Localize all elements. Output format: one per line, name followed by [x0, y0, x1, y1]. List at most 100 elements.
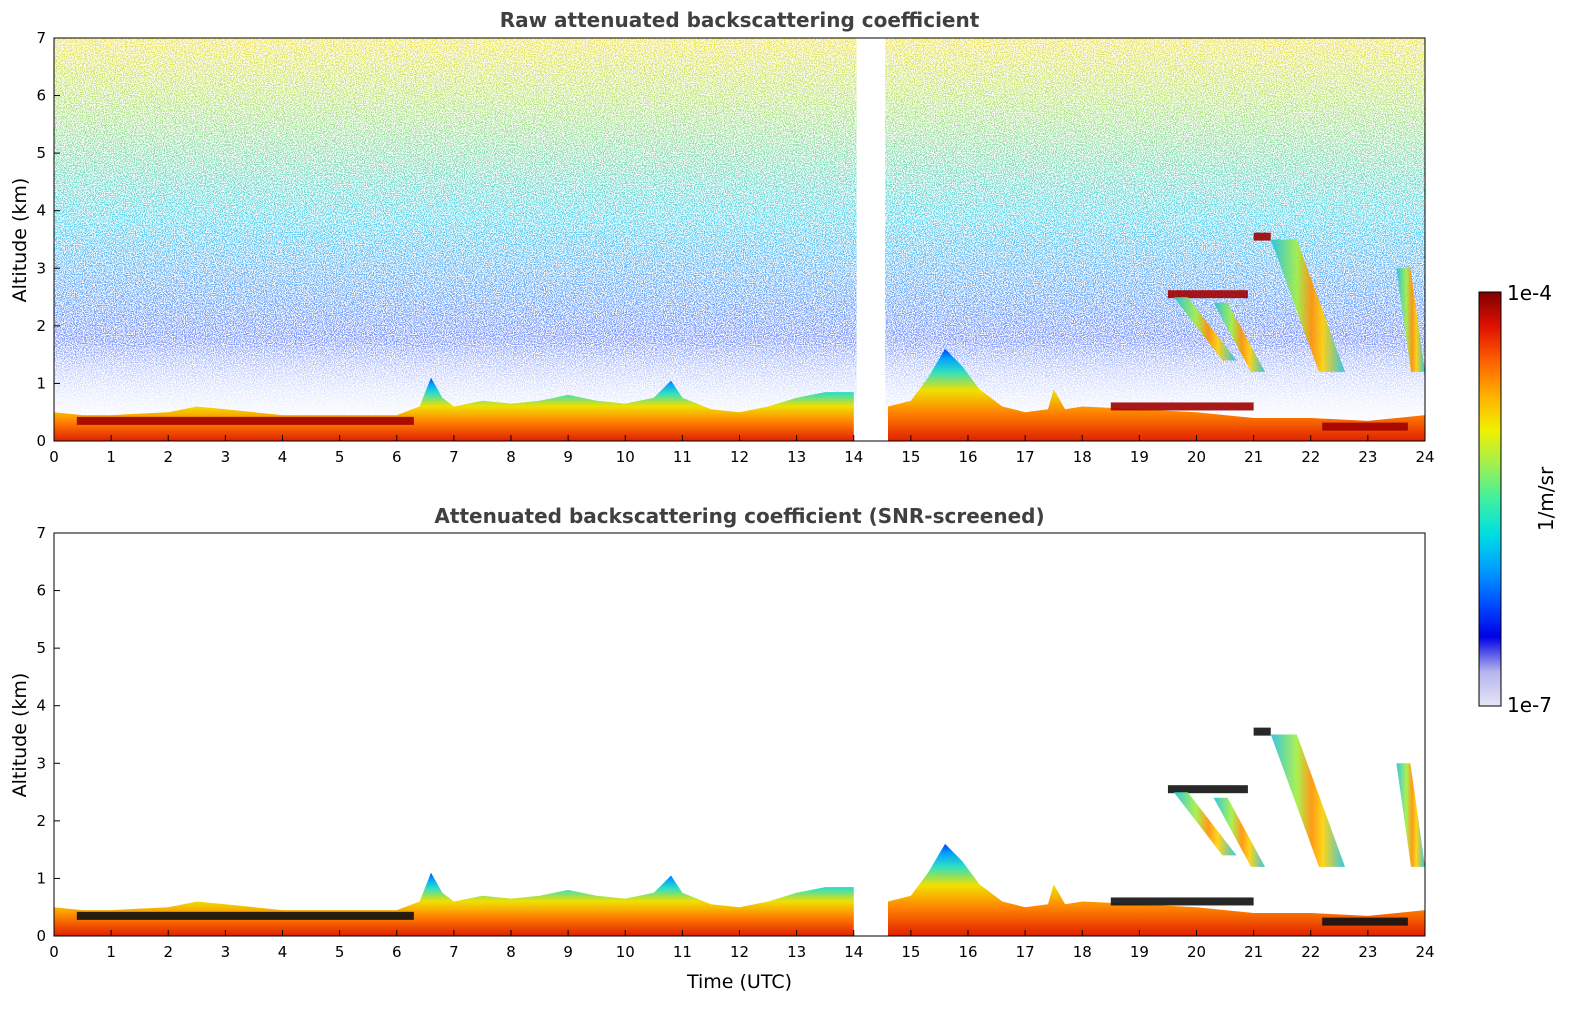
colorbar-max-label: 1e-4 — [1507, 281, 1552, 305]
panel-screened-plot-area — [54, 533, 1425, 936]
x-tick-label: 7 — [449, 943, 459, 961]
x-tick-label: 6 — [392, 448, 402, 466]
panel-screened-y-ticks: 0 1 2 3 4 5 6 7 — [36, 524, 60, 945]
data-gap — [856, 533, 886, 936]
x-tick-label: 9 — [563, 448, 573, 466]
x-tick-label: 19 — [1130, 943, 1149, 961]
cloud-layer-5 — [1322, 422, 1408, 431]
x-tick-label: 20 — [1187, 943, 1206, 961]
x-tick-label: 22 — [1301, 448, 1320, 466]
panel-screened: Attenuated backscattering coefficient (S… — [9, 504, 1435, 993]
colorbar-unit-label: 1/m/sr — [1534, 466, 1558, 531]
data-gap — [856, 38, 886, 441]
x-tick-label: 6 — [392, 943, 402, 961]
panel-raw-y-label: Altitude (km) — [9, 178, 31, 303]
y-tick-label: 0 — [36, 432, 46, 450]
y-tick-label: 3 — [36, 259, 46, 277]
cloud-layer-2 — [1167, 785, 1248, 794]
x-tick-label: 17 — [1016, 943, 1035, 961]
cloud-layer-5 — [1322, 917, 1408, 926]
colorbar-scale — [1478, 291, 1502, 707]
cloud-layer-1 — [76, 911, 414, 920]
panel-screened-title: Attenuated backscattering coefficient (S… — [434, 504, 1044, 528]
panel-raw-title: Raw attenuated backscattering coefficien… — [500, 8, 980, 32]
colorbar-min-label: 1e-7 — [1507, 693, 1552, 717]
noise-field — [54, 38, 1425, 441]
x-tick-label: 18 — [1073, 448, 1092, 466]
panel-screened-y-label: Altitude (km) — [9, 673, 31, 798]
y-tick-label: 0 — [36, 927, 46, 945]
x-tick-label: 24 — [1415, 943, 1434, 961]
x-tick-label: 16 — [958, 943, 977, 961]
x-tick-label: 17 — [1016, 448, 1035, 466]
cloud-layer-1 — [76, 416, 414, 425]
x-tick-label: 11 — [673, 448, 692, 466]
x-tick-label: 21 — [1244, 448, 1263, 466]
fallstreak-3 — [1173, 792, 1237, 856]
boundary-layer-2 — [888, 348, 1425, 441]
x-tick-label: 14 — [844, 943, 863, 961]
x-tick-label: 0 — [49, 448, 59, 466]
x-tick-label: 4 — [278, 448, 288, 466]
y-tick-label: 2 — [36, 317, 46, 335]
x-tick-label: 20 — [1187, 448, 1206, 466]
fallstreak-4 — [1213, 797, 1265, 867]
y-tick-label: 3 — [36, 754, 46, 772]
x-tick-label: 12 — [730, 943, 749, 961]
x-tick-label: 21 — [1244, 943, 1263, 961]
x-tick-label: 2 — [163, 943, 173, 961]
boundary-layer-1 — [54, 872, 854, 936]
y-tick-label: 4 — [36, 202, 46, 220]
y-tick-label: 4 — [36, 697, 46, 715]
x-tick-label: 23 — [1358, 448, 1377, 466]
colorbar: 1e-4 1e-7 1/m/sr — [1478, 281, 1558, 717]
y-tick-label: 2 — [36, 812, 46, 830]
x-tick-label: 4 — [278, 943, 288, 961]
panel-raw-x-ticks: 0 1 2 3 4 5 6 7 8 9 10 11 12 13 14 15 16 17 18 19 20 21 22 23 24 — [49, 435, 1435, 466]
x-tick-label: 3 — [221, 448, 231, 466]
y-tick-label: 7 — [36, 524, 46, 542]
panel-screened-x-label: Time (UTC) — [686, 971, 792, 993]
x-tick-label: 16 — [958, 448, 977, 466]
fallstreak-3 — [1173, 297, 1237, 361]
x-tick-label: 7 — [449, 448, 459, 466]
y-tick-label: 5 — [36, 144, 46, 162]
x-tick-label: 23 — [1358, 943, 1377, 961]
panel-screened-frame — [53, 532, 1426, 937]
x-tick-label: 19 — [1130, 448, 1149, 466]
panel-raw-plot-area — [54, 38, 1425, 441]
x-tick-label: 1 — [106, 448, 116, 466]
cloud-layer-3 — [1253, 727, 1271, 736]
x-tick-label: 22 — [1301, 943, 1320, 961]
x-tick-label: 10 — [616, 448, 635, 466]
x-tick-label: 13 — [787, 943, 806, 961]
panel-screened-x-ticks: 0 1 2 3 4 5 6 7 8 9 10 11 12 13 14 15 16 17 18 19 20 21 22 23 24 — [49, 930, 1435, 961]
panel-raw: Raw attenuated backscattering coefficien… — [9, 8, 1435, 466]
x-tick-label: 15 — [901, 448, 920, 466]
x-tick-label: 2 — [163, 448, 173, 466]
x-tick-label: 5 — [335, 448, 345, 466]
x-tick-label: 8 — [506, 943, 516, 961]
fallstreak-1 — [1270, 734, 1345, 867]
y-tick-label: 6 — [36, 582, 46, 600]
y-tick-label: 1 — [36, 374, 46, 392]
x-tick-label: 24 — [1415, 448, 1434, 466]
fallstreak-2 — [1396, 763, 1425, 867]
cloud-layer-4 — [1110, 897, 1254, 906]
boundary-layer-1 — [54, 377, 854, 441]
x-tick-label: 8 — [506, 448, 516, 466]
fallstreak-2 — [1396, 268, 1425, 372]
y-tick-label: 5 — [36, 639, 46, 657]
x-tick-label: 15 — [901, 943, 920, 961]
cloud-layer-4 — [1110, 402, 1254, 411]
x-tick-label: 18 — [1073, 943, 1092, 961]
x-tick-label: 13 — [787, 448, 806, 466]
x-tick-label: 10 — [616, 943, 635, 961]
fallstreak-4 — [1213, 302, 1265, 372]
x-tick-label: 9 — [563, 943, 573, 961]
x-tick-label: 14 — [844, 448, 863, 466]
x-tick-label: 12 — [730, 448, 749, 466]
x-tick-label: 0 — [49, 943, 59, 961]
y-tick-label: 7 — [36, 29, 46, 47]
